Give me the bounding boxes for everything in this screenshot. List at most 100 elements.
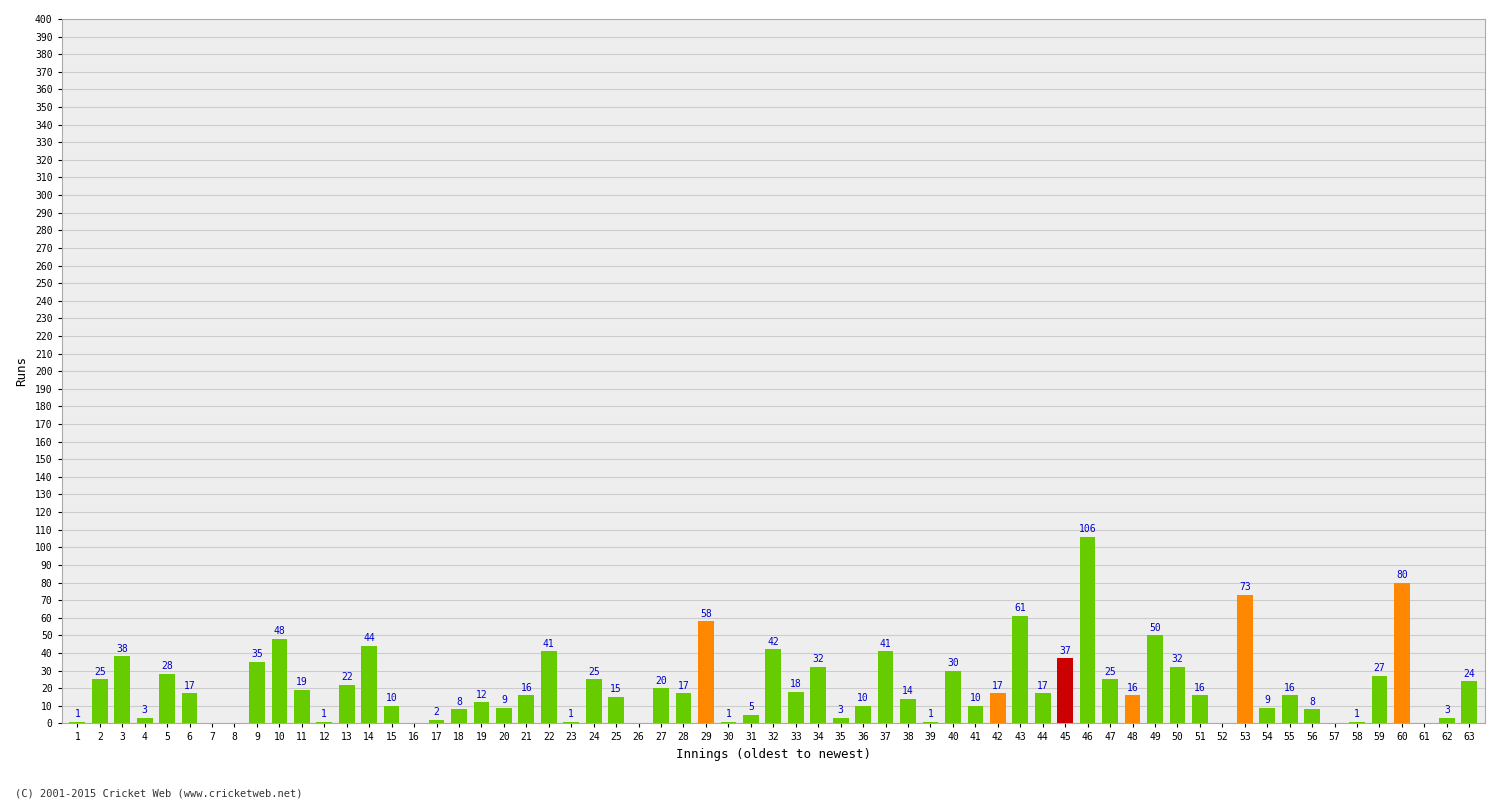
Text: 17: 17 [678, 681, 690, 691]
Text: 16: 16 [1284, 682, 1296, 693]
Text: 3: 3 [837, 706, 843, 715]
Text: 5: 5 [748, 702, 754, 712]
Bar [742, 714, 759, 723]
Bar [945, 670, 962, 723]
Bar [1080, 537, 1095, 723]
Bar [1148, 635, 1162, 723]
Bar [362, 646, 376, 723]
Text: 30: 30 [946, 658, 958, 668]
Bar [136, 718, 153, 723]
Text: 58: 58 [700, 609, 712, 618]
Bar [698, 622, 714, 723]
Text: 73: 73 [1239, 582, 1251, 592]
Bar [855, 706, 871, 723]
Text: 16: 16 [1194, 682, 1206, 693]
Text: 17: 17 [992, 681, 1004, 691]
Text: 25: 25 [94, 666, 105, 677]
Bar [1260, 707, 1275, 723]
Text: 1: 1 [75, 709, 81, 719]
Bar [1461, 681, 1478, 723]
Bar [765, 650, 782, 723]
Bar [990, 694, 1005, 723]
Bar [249, 662, 266, 723]
Bar [1238, 595, 1252, 723]
Text: 42: 42 [768, 637, 778, 647]
Text: 8: 8 [1310, 697, 1316, 706]
Bar [564, 722, 579, 723]
Text: 3: 3 [1444, 706, 1450, 715]
Bar [452, 710, 466, 723]
Text: 1: 1 [568, 709, 574, 719]
Text: 32: 32 [813, 654, 824, 665]
Text: 41: 41 [879, 638, 891, 649]
Bar [114, 657, 130, 723]
Text: 25: 25 [588, 666, 600, 677]
Bar [1371, 676, 1388, 723]
Text: 3: 3 [141, 706, 147, 715]
Text: 9: 9 [1264, 695, 1270, 705]
Text: 17: 17 [1036, 681, 1048, 691]
Bar [1013, 616, 1028, 723]
Text: 2: 2 [433, 707, 439, 718]
Bar [878, 651, 894, 723]
Bar [788, 692, 804, 723]
Bar [1125, 695, 1140, 723]
Text: 10: 10 [386, 693, 398, 703]
Text: 12: 12 [476, 690, 488, 700]
Bar [810, 667, 826, 723]
Text: 1: 1 [927, 709, 933, 719]
Text: 15: 15 [610, 684, 622, 694]
Bar [586, 679, 602, 723]
Bar [272, 639, 286, 723]
Bar [968, 706, 982, 723]
Text: 48: 48 [273, 626, 285, 636]
Text: 61: 61 [1014, 603, 1026, 614]
Bar [1305, 710, 1320, 723]
Text: 9: 9 [501, 695, 507, 705]
Bar [92, 679, 108, 723]
Bar [182, 694, 198, 723]
Bar [1192, 695, 1208, 723]
Text: 1: 1 [321, 709, 327, 719]
Text: 17: 17 [183, 681, 195, 691]
Text: 28: 28 [160, 662, 172, 671]
Bar [720, 722, 736, 723]
Bar [1394, 582, 1410, 723]
Text: 37: 37 [1059, 646, 1071, 656]
Bar [1170, 667, 1185, 723]
Text: 10: 10 [969, 693, 981, 703]
Text: 18: 18 [790, 679, 801, 689]
Bar [159, 674, 176, 723]
Text: 41: 41 [543, 638, 555, 649]
Text: 1: 1 [1354, 709, 1360, 719]
Text: 8: 8 [456, 697, 462, 706]
Text: (C) 2001-2015 Cricket Web (www.cricketweb.net): (C) 2001-2015 Cricket Web (www.cricketwe… [15, 788, 303, 798]
Text: 24: 24 [1464, 669, 1474, 678]
Text: 22: 22 [340, 672, 352, 682]
Text: 25: 25 [1104, 666, 1116, 677]
Text: 44: 44 [363, 634, 375, 643]
Text: 16: 16 [520, 682, 532, 693]
Bar [496, 707, 512, 723]
Text: 50: 50 [1149, 622, 1161, 633]
Bar [922, 722, 939, 723]
X-axis label: Innings (oldest to newest): Innings (oldest to newest) [676, 748, 871, 761]
Text: 10: 10 [856, 693, 868, 703]
Bar [519, 695, 534, 723]
Bar [652, 688, 669, 723]
Bar [1102, 679, 1118, 723]
Bar [429, 720, 444, 723]
Bar [1058, 658, 1072, 723]
Bar [474, 702, 489, 723]
Bar [900, 698, 916, 723]
Text: 14: 14 [902, 686, 914, 696]
Text: 27: 27 [1374, 663, 1386, 674]
Text: 80: 80 [1396, 570, 1408, 580]
Text: 32: 32 [1172, 654, 1184, 665]
Bar [339, 685, 354, 723]
Text: 35: 35 [251, 649, 262, 659]
Bar [675, 694, 692, 723]
Text: 38: 38 [117, 644, 128, 654]
Text: 106: 106 [1078, 524, 1096, 534]
Bar [384, 706, 399, 723]
